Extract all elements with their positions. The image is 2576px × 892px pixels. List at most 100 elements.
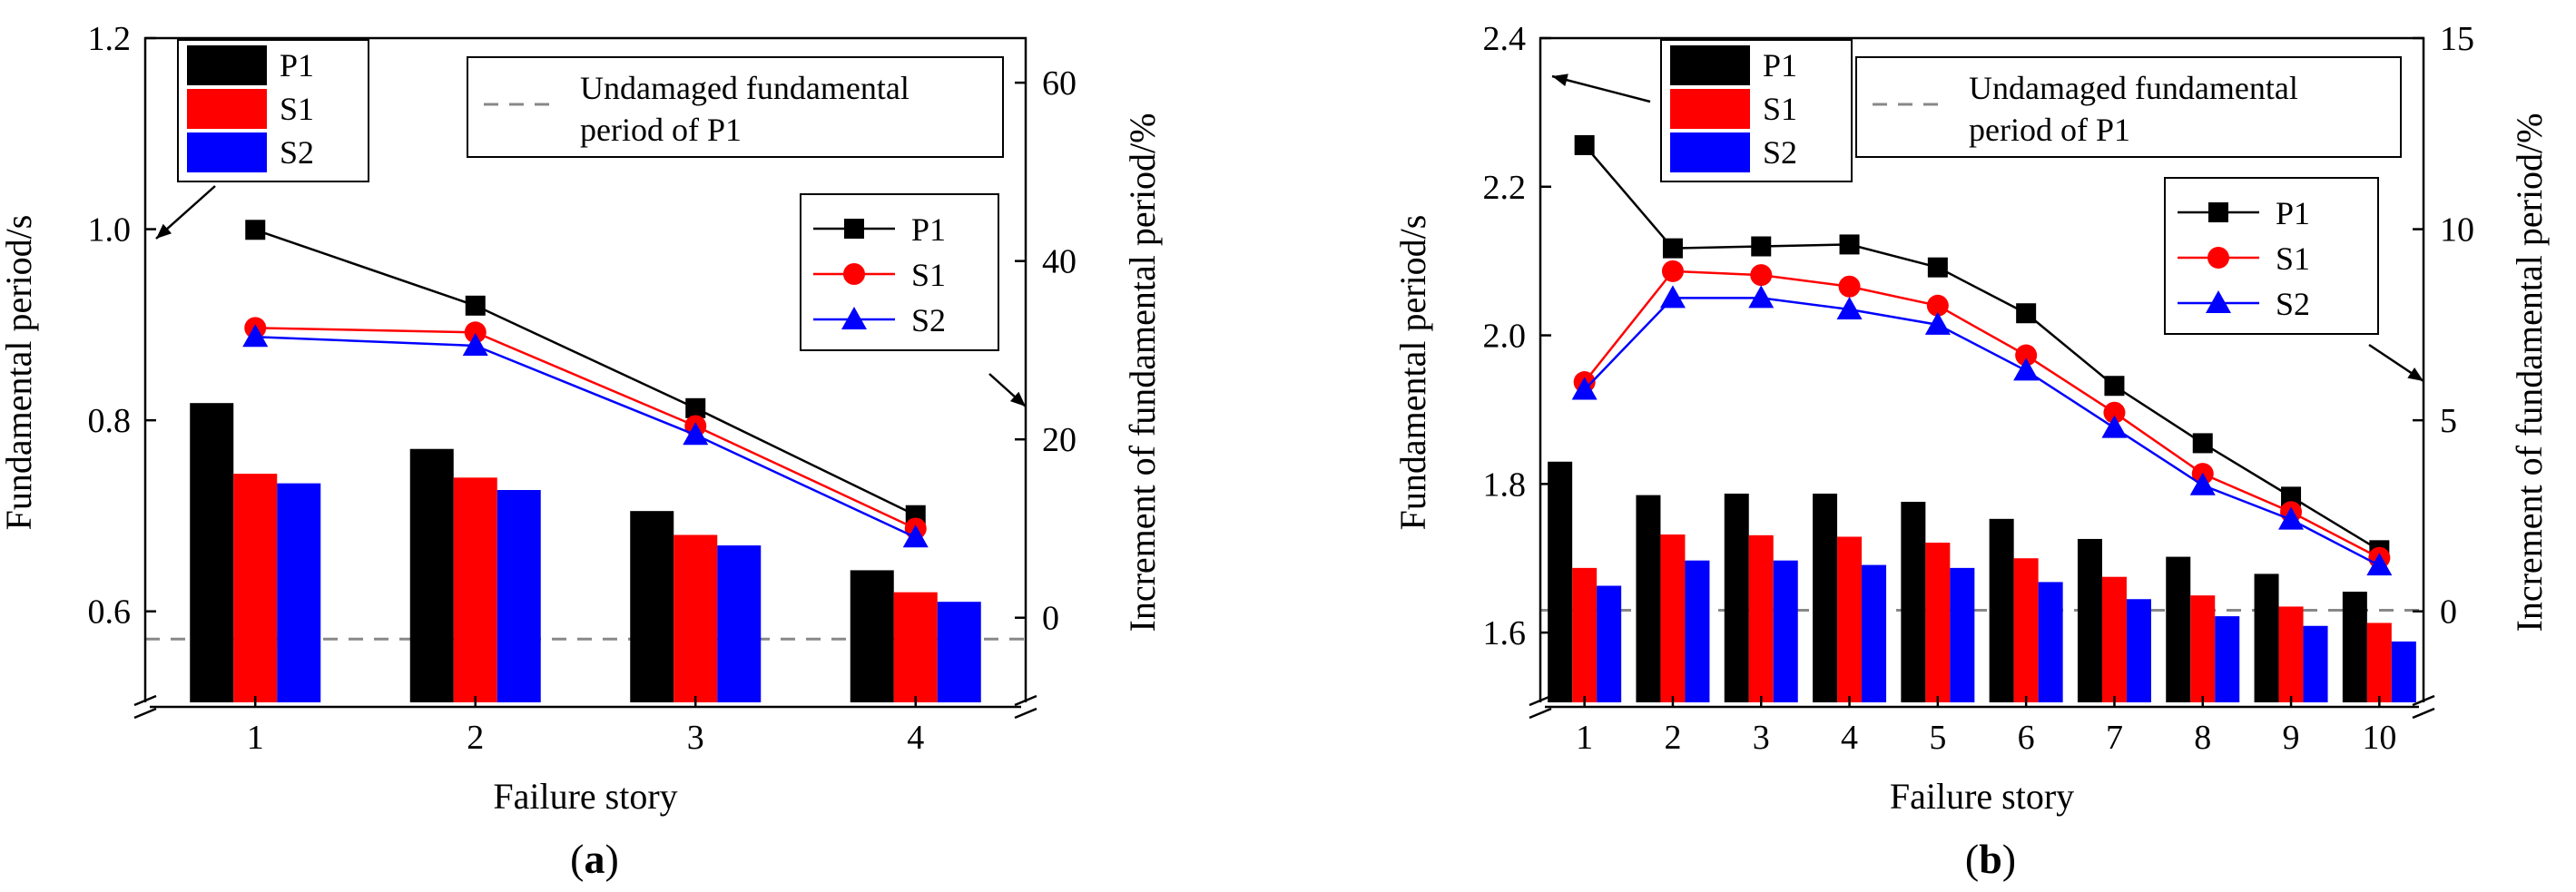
marker-p1-1 [1574, 134, 1595, 155]
left-axis-title: Fundamental period/s [1392, 215, 1433, 531]
x-tick-label: 1 [247, 719, 264, 757]
pointer-arrow-head [156, 223, 172, 239]
marker-s2-2 [462, 333, 488, 357]
axis-break-mark [2412, 707, 2435, 720]
x-tick-label: 4 [907, 719, 924, 757]
bar-s2-6 [2038, 582, 2063, 707]
axis-break-mark [2412, 694, 2435, 707]
marker-s2-7 [2101, 415, 2128, 438]
bar-s2-8 [2215, 616, 2240, 707]
line-p1 [1583, 144, 2380, 552]
bar-s2-2 [1685, 560, 1710, 707]
bar-s2-4 [937, 602, 981, 707]
line-s2 [1583, 297, 2380, 567]
bar-s2-3 [1773, 560, 1798, 707]
marker-p1-8 [2192, 433, 2213, 454]
x-tick-label: 2 [467, 719, 484, 757]
pointer-arrow-head [2407, 367, 2424, 381]
pointer-arrow-head [1009, 391, 1026, 407]
right-tick-label: 5 [2440, 402, 2457, 440]
bar-s1-8 [2190, 595, 2216, 707]
bar-s1-5 [1925, 543, 1951, 707]
right-axis-title: Increment of fundamental period/% [1122, 113, 1163, 632]
bar-p1-9 [2254, 573, 2279, 707]
marker-s1-7 [2103, 401, 2126, 424]
marker-s2-5 [1924, 311, 1951, 335]
line-legend-marker-p1 [2208, 202, 2228, 222]
left-tick-label: 2.0 [1483, 318, 1527, 356]
panel-caption: (b) [1965, 836, 2016, 882]
bar-p1-1 [190, 403, 234, 707]
marker-p1-7 [2104, 376, 2125, 397]
bar-legend-label: P1 [280, 47, 314, 83]
bar-p1-3 [630, 511, 674, 707]
bar-p1-4 [850, 570, 894, 707]
caption-open-paren: ( [570, 836, 584, 882]
reference-legend-label-line2: period of P1 [1969, 112, 2130, 148]
marker-s1-5 [1926, 294, 1949, 317]
marker-p1-9 [2281, 486, 2302, 507]
bar-s1-4 [1837, 536, 1863, 707]
bar-s1-2 [453, 477, 497, 707]
line-legend-label: S2 [911, 302, 946, 338]
line-legend-label: S2 [2276, 286, 2310, 322]
x-axis-title: Failure story [493, 776, 677, 817]
axis-break-mark [133, 707, 157, 720]
bar-legend-label: S1 [280, 91, 314, 127]
bar-p1-5 [1901, 501, 1926, 707]
right-tick-label: 40 [1042, 243, 1077, 281]
marker-p1-3 [685, 397, 706, 418]
pointer-arrow-head [1552, 74, 1568, 86]
marker-p1-5 [1927, 257, 1948, 278]
marker-s2-9 [2278, 506, 2305, 530]
bar-s1-4 [893, 592, 938, 707]
axis-break-mask [141, 702, 150, 713]
bar-p1-6 [1989, 518, 2014, 707]
marker-s2-4 [902, 524, 929, 548]
bar-s1-3 [673, 534, 718, 707]
bar-s2-5 [1950, 567, 1975, 707]
marker-s2-1 [242, 324, 269, 348]
line-legend-label: S1 [2276, 240, 2310, 277]
bar-s1-6 [2013, 558, 2039, 707]
bar-legend-swatch-s1 [187, 89, 267, 129]
bar-s1-1 [1572, 567, 1598, 707]
marker-s1-2 [464, 321, 487, 344]
x-tick-label: 6 [2018, 719, 2035, 757]
line-legend-box [800, 193, 999, 351]
line-legend-label: P1 [2276, 195, 2310, 231]
right-tick-label: 20 [1042, 421, 1077, 459]
bar-p1-1 [1548, 461, 1573, 707]
x-tick-label: 4 [1841, 719, 1858, 757]
right-axis-title: Increment of fundamental period/% [2509, 113, 2550, 632]
bar-legend-swatch-p1 [187, 45, 267, 85]
x-tick-label: 5 [1929, 719, 1946, 757]
marker-s1-4 [1838, 275, 1861, 298]
bar-s1-1 [233, 474, 278, 707]
axis-break-mask [2419, 702, 2428, 713]
marker-s2-3 [1748, 285, 1775, 309]
reference-legend-label-line1: Undamaged fundamental [580, 70, 909, 106]
line-legend-label: P1 [911, 211, 946, 248]
line-s1 [255, 327, 917, 530]
line-legend-marker-s1 [843, 263, 865, 285]
panel-a: 0.6 0.8 1.0 1.2 0 20 40 60 1 2 3 4 Failure story Fund… [0, 20, 1163, 882]
bar-p1-4 [1813, 493, 1838, 707]
right-tick-label: 0 [1042, 600, 1059, 638]
axis-break-mark [1014, 694, 1037, 707]
marker-s2-3 [683, 422, 709, 446]
pointer-arrow-line [1551, 74, 1651, 103]
axis-break-mark [1529, 707, 1552, 720]
bar-s2-4 [1862, 564, 1887, 707]
plot-frame [143, 36, 1027, 709]
bar-legend-label: S2 [280, 134, 314, 171]
bar-p1-10 [2342, 592, 2367, 707]
line-legend-marker-p1 [844, 219, 864, 239]
caption-letter: b [1979, 836, 2002, 882]
line-legend-marker-s2 [841, 307, 867, 329]
left-tick-label: 2.2 [1483, 169, 1527, 207]
line-legend-box [2164, 177, 2379, 335]
left-tick-label: 0.8 [88, 402, 132, 440]
marker-p1-4 [1839, 234, 1860, 255]
reference-legend-label-line2: period of P1 [580, 112, 742, 148]
